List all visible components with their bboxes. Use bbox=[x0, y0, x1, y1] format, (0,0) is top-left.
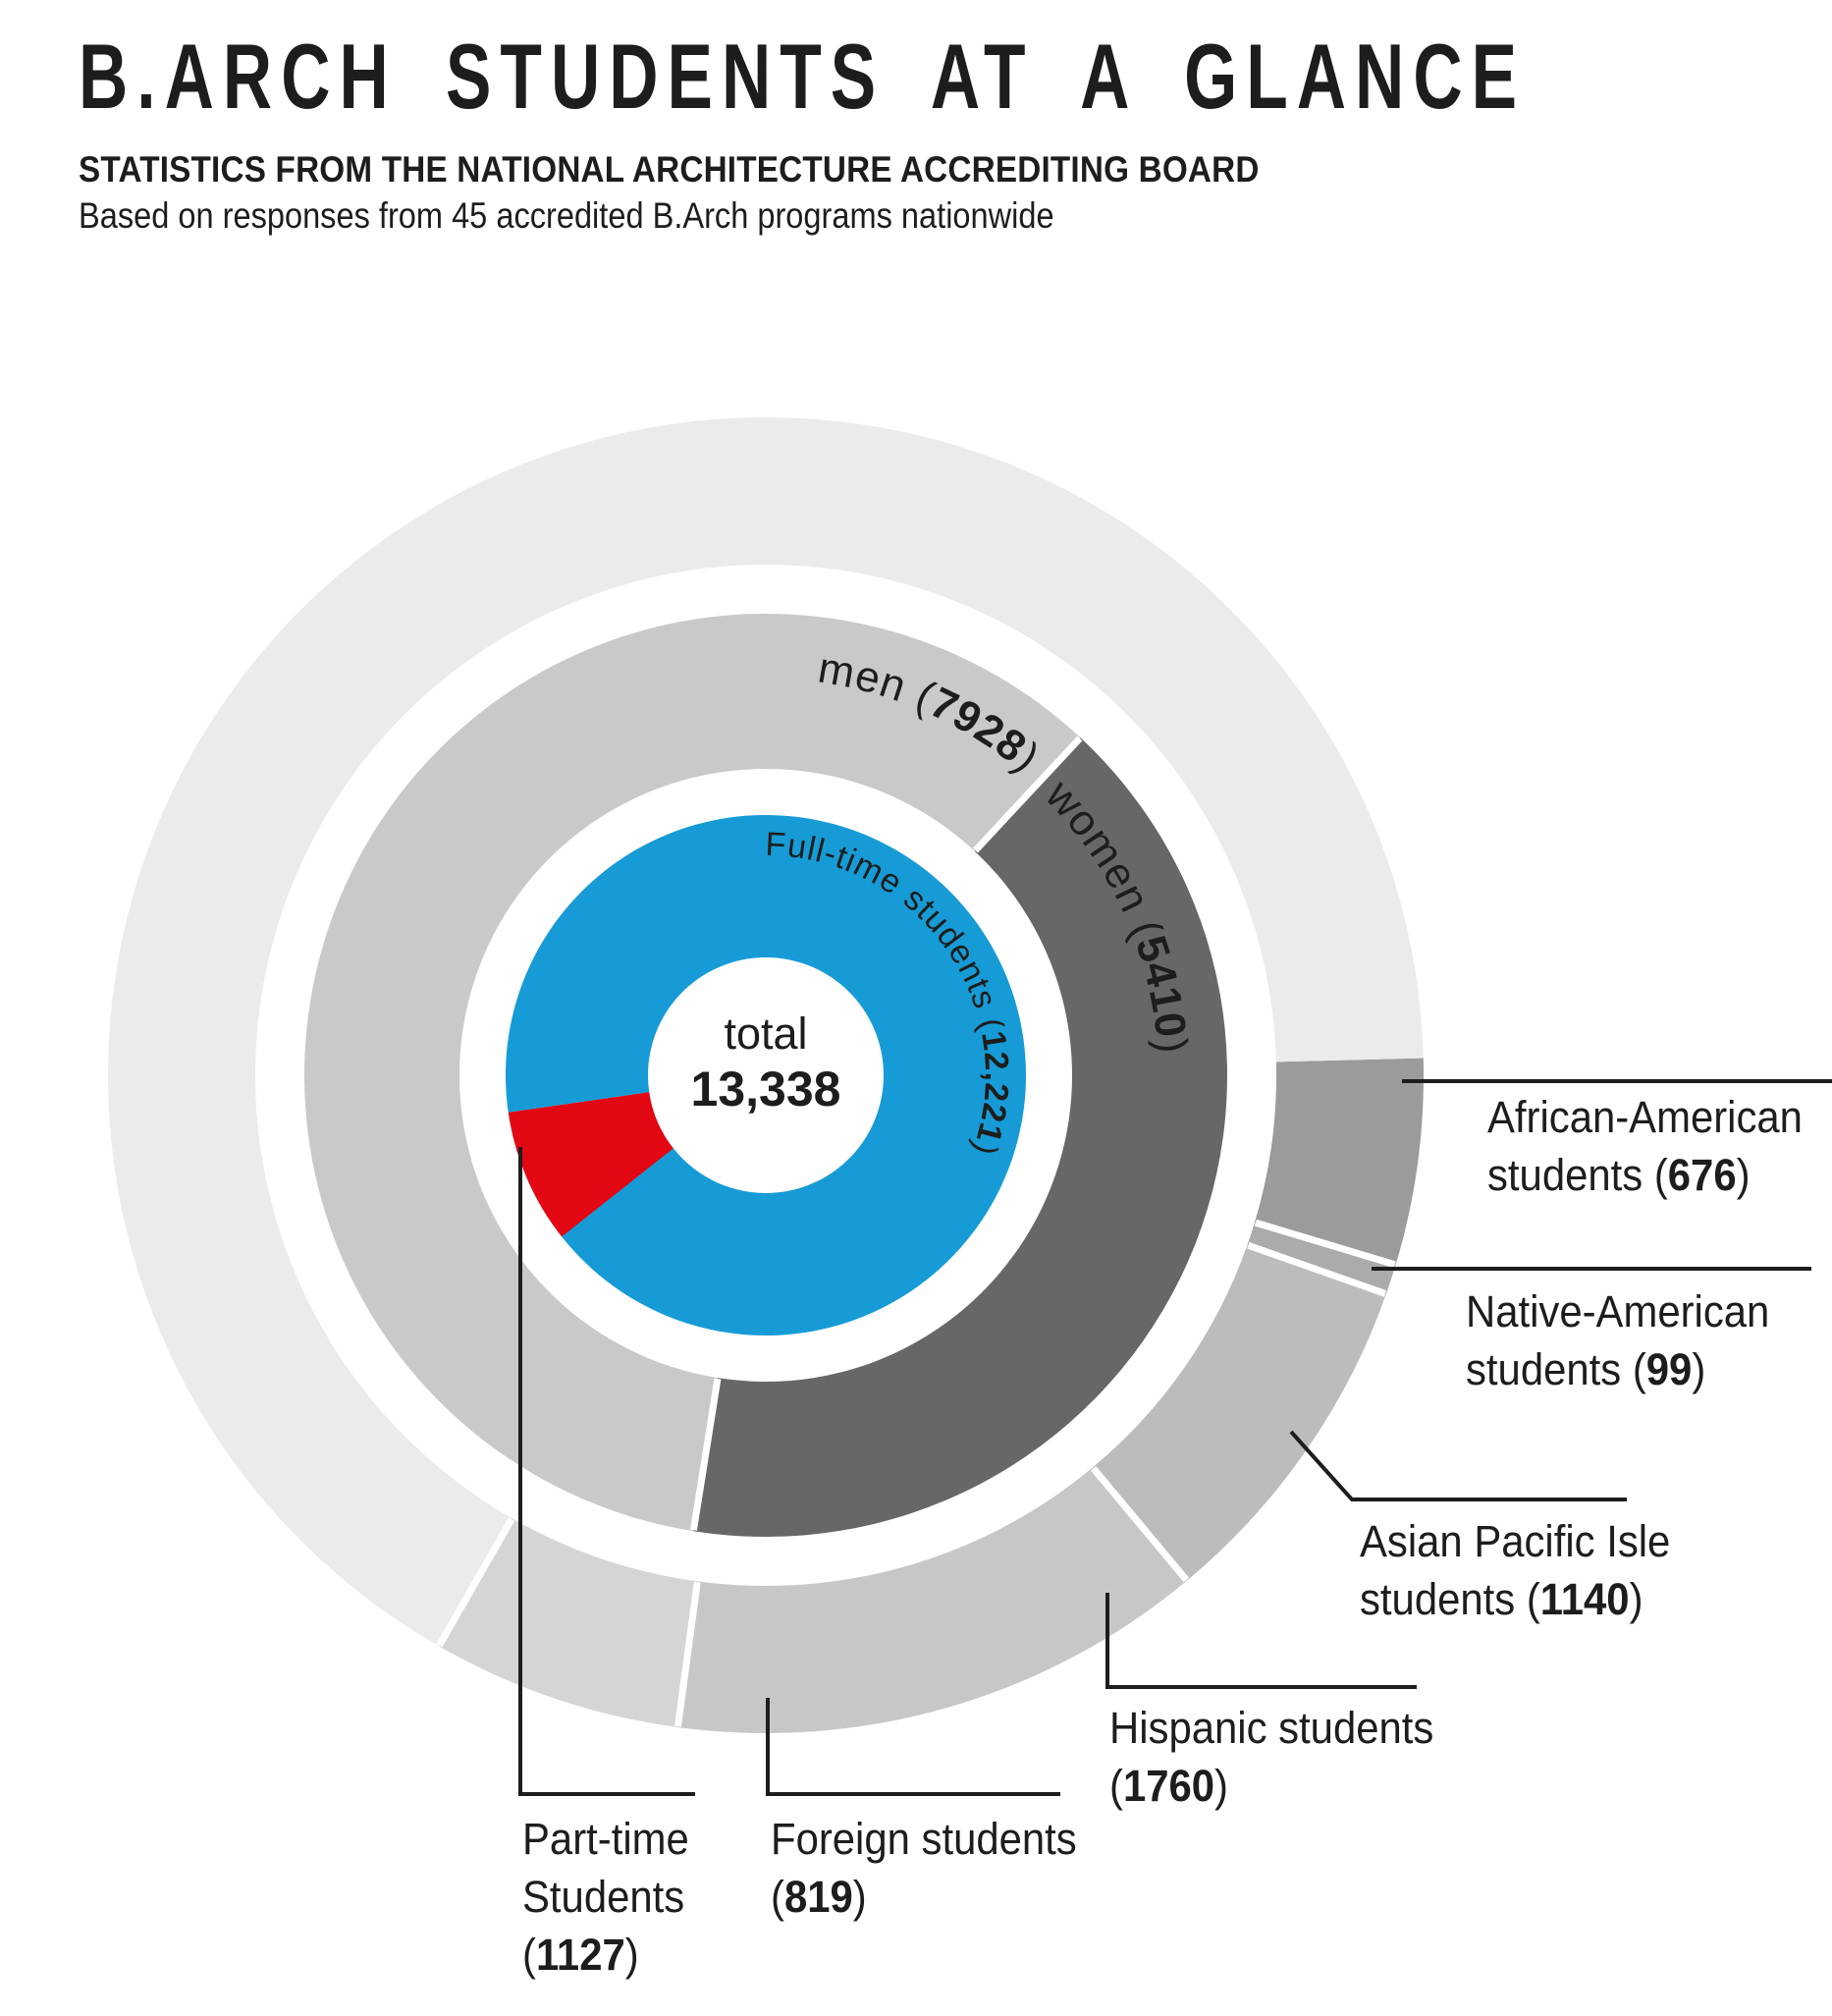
native-american-value: 99 bbox=[1645, 1344, 1693, 1394]
separator bbox=[1090, 1465, 1190, 1583]
callout-line-foreign bbox=[766, 1698, 1060, 1796]
ring-segments bbox=[107, 417, 1424, 1733]
segment-foreign bbox=[439, 1518, 698, 1727]
part-time-value: 1127 bbox=[535, 1930, 625, 1980]
callout-line-asian-pacific bbox=[1289, 1430, 1627, 1501]
separator bbox=[674, 1581, 701, 1727]
center-total-label: total bbox=[724, 1008, 808, 1059]
separator bbox=[1254, 1219, 1396, 1269]
hispanic-value: 1760 bbox=[1122, 1761, 1215, 1811]
separator bbox=[436, 1517, 515, 1648]
callout-line-hispanic bbox=[1105, 1593, 1417, 1689]
callout-line-part-time bbox=[518, 1147, 695, 1796]
segment-full-time bbox=[506, 815, 1027, 1336]
segment-women bbox=[693, 737, 1228, 1538]
subtitle: Based on responses from 45 accredited B.… bbox=[79, 195, 1054, 236]
separator bbox=[1247, 1241, 1387, 1297]
african-american-value: 676 bbox=[1667, 1150, 1737, 1200]
segment-native-american bbox=[1247, 1222, 1396, 1294]
separator bbox=[690, 1378, 722, 1531]
page-title: B.ARCH STUDENTS AT A GLANCE bbox=[79, 25, 1527, 128]
label-hispanic: Hispanic students (1760) bbox=[1109, 1703, 1434, 1811]
foreign-value: 819 bbox=[783, 1872, 853, 1922]
label-foreign: Foreign students (819) bbox=[771, 1814, 1077, 1922]
segment-part-time bbox=[508, 1092, 674, 1238]
label-part-time: Part-time Students (1127) bbox=[522, 1814, 689, 1980]
label-native-american: Native-American students (99) bbox=[1466, 1286, 1770, 1394]
center-total-value: 13,338 bbox=[690, 1062, 841, 1117]
segment-asian-pacific bbox=[1092, 1244, 1386, 1581]
center-total: total 13,338 bbox=[619, 1008, 913, 1117]
subtitle-bold: STATISTICS FROM THE NATIONAL ARCHITECTUR… bbox=[79, 149, 1260, 190]
asian-pacific-value: 1140 bbox=[1539, 1574, 1630, 1624]
separator bbox=[972, 736, 1083, 853]
segment-african-american bbox=[1254, 1058, 1424, 1266]
label-african-american: African-American students (676) bbox=[1487, 1092, 1803, 1200]
segment-hispanic bbox=[677, 1467, 1187, 1733]
callout-lines bbox=[518, 1079, 1832, 1796]
label-asian-pacific: Asian Pacific Isle students (1140) bbox=[1360, 1516, 1671, 1624]
segment-separators bbox=[436, 736, 1396, 1727]
segment-men bbox=[304, 614, 1081, 1532]
